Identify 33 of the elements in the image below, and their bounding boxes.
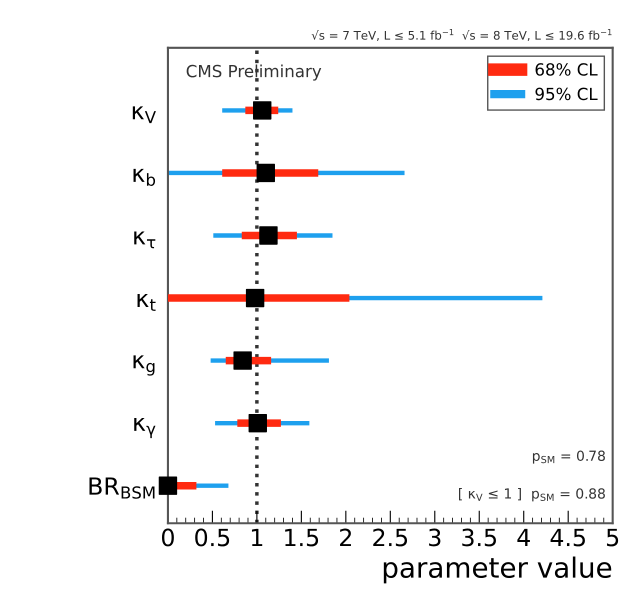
annotation: p$_{SM}$ = 0.78 bbox=[532, 450, 605, 464]
text: √s = 7 TeV, L ≤ 5.1 fb$^{−1}$ √s = 8 TeV, L ≤ 19.6 fb$^{−1}$ bbox=[312, 29, 612, 41]
legend-label: 95% CL bbox=[535, 88, 598, 100]
x-tick-label: 2 bbox=[340, 528, 351, 546]
x-tick-label: 1 bbox=[252, 528, 262, 546]
x-tick-label: 0.5 bbox=[195, 528, 230, 546]
point bbox=[233, 351, 252, 370]
x-tick-label: 3.5 bbox=[462, 528, 496, 546]
point bbox=[256, 164, 275, 182]
point bbox=[253, 101, 272, 120]
y-tick-label: κ$_{g}$ bbox=[134, 355, 154, 376]
point bbox=[259, 226, 278, 245]
point bbox=[158, 476, 178, 495]
y-tick-label: BR$_{BSM}$ bbox=[89, 477, 154, 499]
point bbox=[248, 414, 267, 432]
y-tick-label: κ$_{γ}$ bbox=[134, 418, 156, 438]
x-tick-label: 0 bbox=[162, 528, 174, 546]
bar bbox=[168, 294, 350, 302]
x-tick-label: 4.5 bbox=[550, 528, 585, 546]
x-tick-label: 1.5 bbox=[285, 528, 318, 546]
point bbox=[246, 288, 264, 308]
x-axis-title: parameter value bbox=[384, 556, 612, 584]
y-tick-label: κ$_{t}$ bbox=[138, 294, 156, 311]
x-tick-label: 3 bbox=[429, 528, 440, 546]
y-tick-label: κ$_{b}$ bbox=[134, 168, 156, 186]
y-tick-label: κ$_{τ}$ bbox=[134, 231, 156, 248]
x-tick-label: 2.5 bbox=[373, 528, 408, 546]
annotation: CMS Preliminary bbox=[186, 64, 322, 81]
legend-label: 68% CL bbox=[536, 63, 598, 76]
y-tick-label: κ$_{V}$ bbox=[132, 106, 156, 124]
x-tick-label: 5 bbox=[606, 528, 618, 546]
annotation: [ κ$_{V}$ ≤ 1 ] p$_{SM}$ = 0.88 bbox=[459, 488, 605, 502]
x-tick-label: 4 bbox=[517, 528, 530, 546]
